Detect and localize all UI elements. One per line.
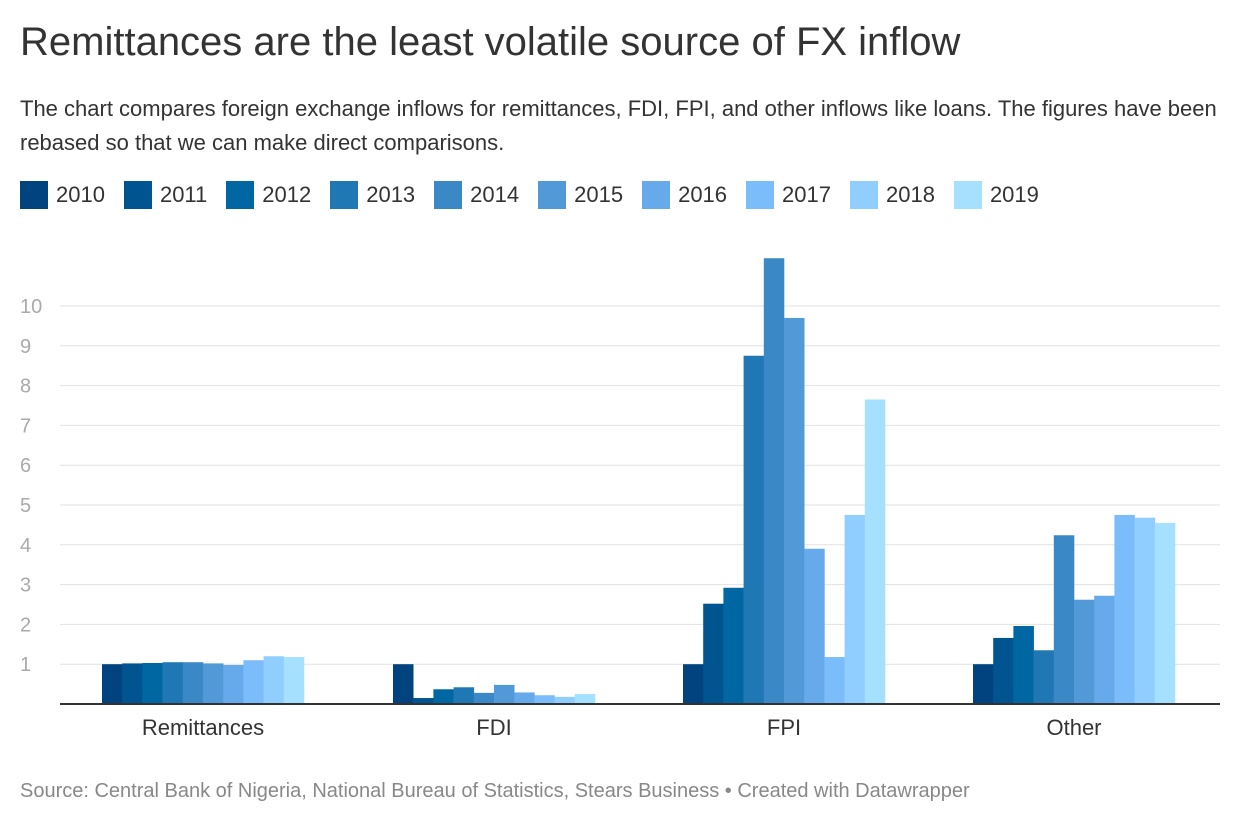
bar-remittances-2018 bbox=[263, 656, 285, 704]
bar-other-2016 bbox=[1094, 595, 1115, 704]
bar-fpi-2016 bbox=[804, 548, 825, 704]
legend-item-2013: 2013 bbox=[330, 181, 415, 209]
legend-swatch bbox=[434, 181, 463, 209]
x-category-label: Remittances bbox=[142, 715, 264, 740]
legend-item-2011: 2011 bbox=[123, 181, 208, 209]
y-tick-label: 5 bbox=[20, 495, 31, 517]
bar-fdi-2010 bbox=[393, 664, 414, 704]
bar-remittances-2011 bbox=[122, 663, 143, 704]
y-tick-label: 8 bbox=[20, 376, 31, 398]
chart-legend: 2010 2011 2012 2013 2014 2015 2016 2017 2018 2019 bbox=[20, 181, 1058, 209]
y-tick-label: 9 bbox=[20, 336, 31, 358]
bar-remittances-2015 bbox=[203, 663, 224, 704]
bar-remittances-2016 bbox=[223, 665, 244, 704]
chart-title: Remittances are the least volatile sourc… bbox=[20, 20, 961, 64]
y-tick-label: 4 bbox=[20, 535, 31, 557]
legend-label: 2018 bbox=[885, 182, 935, 207]
y-tick-label: 7 bbox=[20, 415, 31, 437]
legend-swatch bbox=[123, 181, 152, 209]
legend-item-2019: 2019 bbox=[953, 181, 1039, 209]
y-tick-label: 1 bbox=[20, 654, 31, 676]
bar-fdi-2011 bbox=[413, 698, 434, 704]
x-category-label: FPI bbox=[767, 715, 801, 740]
legend-swatch bbox=[642, 181, 671, 209]
legend-label: 2016 bbox=[678, 182, 728, 207]
bar-remittances-2017 bbox=[243, 660, 264, 704]
bar-fpi-2010 bbox=[683, 664, 704, 704]
legend-label: 2010 bbox=[56, 182, 105, 207]
bar-fpi-2013 bbox=[743, 355, 765, 704]
x-category-label: FDI bbox=[476, 715, 511, 740]
bar-remittances-2010 bbox=[102, 664, 123, 704]
bar-fpi-2014 bbox=[763, 258, 785, 704]
bar-fdi-2015 bbox=[494, 684, 515, 704]
bar-fpi-2017 bbox=[824, 657, 845, 704]
legend-label: 2014 bbox=[470, 182, 520, 207]
legend-swatch bbox=[953, 181, 982, 209]
bar-fpi-2012 bbox=[723, 587, 744, 704]
bar-remittances-2012 bbox=[142, 663, 163, 704]
legend-swatch bbox=[538, 181, 567, 209]
y-tick-label: 10 bbox=[20, 296, 42, 318]
bar-fdi-2012 bbox=[433, 689, 454, 704]
bar-fdi-2019 bbox=[574, 694, 596, 704]
bar-other-2012 bbox=[1013, 625, 1034, 704]
bar-other-2011 bbox=[993, 637, 1014, 704]
legend-swatch bbox=[746, 181, 775, 209]
legend-item-2017: 2017 bbox=[746, 181, 831, 209]
legend-label: 2017 bbox=[782, 182, 831, 207]
bar-remittances-2013 bbox=[162, 662, 184, 704]
bar-fdi-2014 bbox=[473, 692, 495, 704]
legend-label: 2019 bbox=[989, 182, 1039, 207]
y-tick-label: 2 bbox=[20, 614, 31, 636]
legend-item-2010: 2010 bbox=[20, 181, 105, 209]
bar-fdi-2018 bbox=[554, 696, 576, 704]
legend-item-2012: 2012 bbox=[226, 181, 311, 209]
bar-other-2017 bbox=[1114, 514, 1135, 704]
bar-other-2013 bbox=[1033, 650, 1055, 704]
legend-swatch bbox=[330, 181, 359, 209]
bar-other-2019 bbox=[1154, 522, 1176, 704]
bar-other-2014 bbox=[1053, 535, 1075, 704]
legend-swatch bbox=[20, 181, 48, 209]
bar-other-2015 bbox=[1074, 599, 1095, 704]
legend-item-2014: 2014 bbox=[434, 181, 519, 209]
legend-label: 2012 bbox=[262, 182, 312, 207]
bar-fdi-2017 bbox=[534, 695, 555, 704]
y-tick-label: 3 bbox=[20, 575, 31, 597]
x-category-label: Other bbox=[1046, 715, 1101, 740]
bar-other-2018 bbox=[1134, 517, 1156, 704]
bar-fpi-2019 bbox=[864, 399, 886, 704]
legend-item-2018: 2018 bbox=[849, 181, 935, 209]
bar-fpi-2018 bbox=[844, 514, 866, 704]
bar-fdi-2016 bbox=[514, 692, 535, 704]
bar-chart: 1 2 3 4 5 6 7 8 9 10 Remittances FDI FPI Other bbox=[20, 258, 1220, 740]
legend-item-2016: 2016 bbox=[642, 181, 727, 209]
legend-swatch bbox=[226, 181, 255, 209]
bar-remittances-2019 bbox=[283, 657, 305, 704]
legend-label: 2015 bbox=[574, 182, 624, 207]
legend-swatch bbox=[849, 181, 878, 209]
bar-other-2010 bbox=[973, 664, 994, 704]
legend-item-2015: 2015 bbox=[538, 181, 623, 209]
source-footer: Source: Central Bank of Nigeria, Nationa… bbox=[20, 780, 970, 802]
legend-label: 2013 bbox=[366, 182, 416, 207]
legend-label: 2011 bbox=[159, 182, 208, 207]
bar-fdi-2013 bbox=[453, 687, 475, 704]
bar-fpi-2015 bbox=[784, 317, 805, 704]
bar-remittances-2014 bbox=[182, 662, 204, 704]
y-tick-label: 6 bbox=[20, 455, 31, 477]
bar-fpi-2011 bbox=[703, 603, 724, 704]
chart-subtitle: The chart compares foreign exchange infl… bbox=[20, 96, 1217, 155]
